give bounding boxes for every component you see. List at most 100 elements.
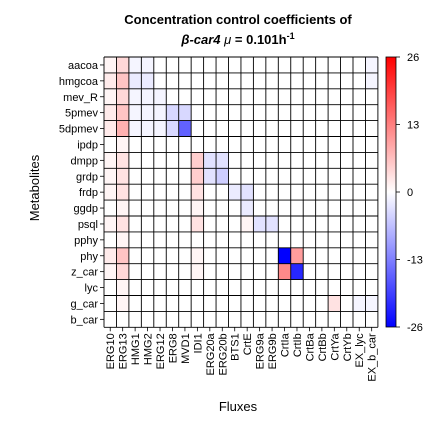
heatmap-cell [116, 296, 128, 312]
heatmap-cell [104, 137, 116, 153]
heatmap-cell [154, 105, 166, 121]
heatmap-cell [291, 248, 303, 264]
colorbar-tick-label: -26 [407, 322, 423, 334]
heatmap-cell [154, 200, 166, 216]
heatmap-cell [229, 105, 241, 121]
heatmap-cell [216, 73, 228, 89]
x-tick-label: CrtBb [317, 333, 329, 361]
heatmap-cell [191, 152, 203, 168]
heatmap-cell [353, 105, 365, 121]
heatmap-cell [328, 121, 340, 137]
heatmap-cell [291, 200, 303, 216]
heatmap-cell [104, 232, 116, 248]
heatmap-cell [166, 121, 178, 137]
heatmap-cell [204, 200, 216, 216]
heatmap-cell [353, 248, 365, 264]
heatmap-cell [316, 280, 328, 296]
heatmap-cell [204, 137, 216, 153]
heatmap-cell [266, 184, 278, 200]
heatmap-cell [154, 137, 166, 153]
heatmap-cell [328, 264, 340, 280]
heatmap-cell [141, 232, 153, 248]
heatmap-cell [141, 296, 153, 312]
title-unit-exponent: -1 [287, 31, 295, 41]
heatmap-cell [216, 57, 228, 73]
heatmap-cell [266, 232, 278, 248]
heatmap-cell [191, 89, 203, 105]
heatmap-cell [303, 137, 315, 153]
heatmap-cell [191, 280, 203, 296]
heatmap-cell [116, 121, 128, 137]
heatmap-cell [154, 248, 166, 264]
heatmap-cell [141, 73, 153, 89]
heatmap-cell [104, 73, 116, 89]
heatmap-cell [303, 264, 315, 280]
y-tick-label: ipdp [77, 139, 98, 151]
heatmap-cell [316, 248, 328, 264]
x-tick-label: MVD1 [180, 333, 192, 364]
heatmap-cell [328, 105, 340, 121]
heatmap-cell [291, 264, 303, 280]
x-tick-label: EX_b_car [367, 333, 379, 382]
x-tick-label: ERG9b [267, 333, 279, 369]
heatmap-cell [253, 216, 265, 232]
x-tick-label: ERG20b [217, 333, 229, 375]
heatmap-cell [353, 57, 365, 73]
heatmap-cell [116, 216, 128, 232]
heatmap-cell [166, 311, 178, 327]
heatmap-cell [129, 89, 141, 105]
x-tick-label: CrtYb [342, 333, 354, 361]
heatmap-cell [191, 232, 203, 248]
heatmap-cell [241, 216, 253, 232]
heatmap-cell [229, 121, 241, 137]
heatmap-cell [104, 296, 116, 312]
heatmap-cell [266, 311, 278, 327]
heatmap-cell [253, 311, 265, 327]
heatmap-cell [141, 168, 153, 184]
heatmap-cell [104, 264, 116, 280]
heatmap-cell [266, 121, 278, 137]
heatmap-cell [365, 57, 377, 73]
heatmap-cell [365, 121, 377, 137]
heatmap-cell [278, 89, 290, 105]
heatmap-cell [229, 280, 241, 296]
heatmap-cell [266, 73, 278, 89]
heatmap-cell [278, 311, 290, 327]
heatmap-cell [179, 105, 191, 121]
heatmap-cell [316, 73, 328, 89]
heatmap-cell [278, 200, 290, 216]
heatmap-cell [141, 184, 153, 200]
heatmap-cell [141, 137, 153, 153]
heatmap-cell [179, 152, 191, 168]
heatmap-cell [316, 152, 328, 168]
heatmap-cell [303, 152, 315, 168]
heatmap-cell [253, 168, 265, 184]
heatmap-cell [216, 200, 228, 216]
y-tick-label: mev_R [63, 92, 98, 104]
heatmap-cell [341, 105, 353, 121]
x-tick-label: HMG2 [143, 333, 155, 365]
heatmap-cell [104, 216, 116, 232]
heatmap-cell [179, 216, 191, 232]
heatmap-cell [253, 137, 265, 153]
heatmap-cell [241, 296, 253, 312]
heatmap-cell [303, 296, 315, 312]
heatmap-cell [179, 137, 191, 153]
heatmap-cell [141, 200, 153, 216]
heatmap-cell [365, 137, 377, 153]
heatmap-cell [191, 137, 203, 153]
heatmap-cell [166, 105, 178, 121]
heatmap-cell [229, 73, 241, 89]
y-tick-label: g_car [70, 298, 98, 310]
y-tick-label: psql [78, 219, 98, 231]
heatmap-cell [116, 311, 128, 327]
heatmap-cell [278, 168, 290, 184]
heatmap-cell [179, 311, 191, 327]
heatmap-cell [166, 57, 178, 73]
heatmap-cell [266, 105, 278, 121]
heatmap-cell [328, 216, 340, 232]
heatmap-cell [328, 296, 340, 312]
heatmap-cell [241, 89, 253, 105]
heatmap-cell [129, 73, 141, 89]
heatmap-cell [353, 200, 365, 216]
